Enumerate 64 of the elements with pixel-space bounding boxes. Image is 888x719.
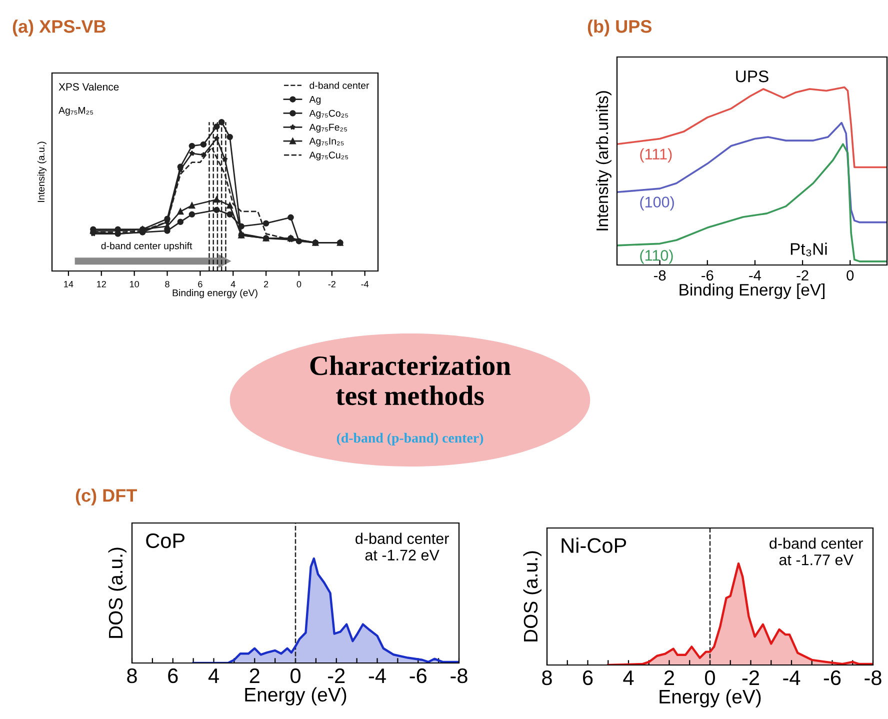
y-axis-title: Intensity (a.u.) bbox=[37, 142, 46, 202]
x-tick-label: -8 bbox=[864, 670, 882, 686]
x-tick-label: -6 bbox=[824, 670, 841, 686]
x-tick-label: 2 bbox=[250, 668, 260, 683]
x-tick-label: -4 bbox=[368, 668, 386, 683]
x-tick-label: 2 bbox=[664, 670, 674, 685]
text: CoP bbox=[146, 533, 185, 548]
chart-title: (a) XPS-VB bbox=[12, 20, 106, 36]
x-tick-label: 0 bbox=[296, 280, 302, 288]
x-tick-label: 6 bbox=[198, 280, 202, 288]
x-tick-label: -2 bbox=[328, 280, 336, 288]
x-tick-label: 10 bbox=[130, 280, 139, 288]
x-axis-title: Binding energy (eV) bbox=[172, 289, 258, 298]
legend-label: Ag₇₅Fe₂₅ bbox=[309, 124, 347, 133]
legend-label: Ag bbox=[309, 96, 321, 105]
text: Ni-CoP bbox=[562, 538, 626, 553]
legend-label: Ag₇₅Co₂₅ bbox=[309, 110, 348, 119]
series-label: (110) bbox=[640, 250, 673, 264]
x-tick-label: -6 bbox=[702, 270, 714, 281]
x-tick-label: -8 bbox=[654, 270, 666, 281]
x-tick-label: -2 bbox=[328, 668, 345, 683]
x-tick-label: -2 bbox=[742, 670, 759, 685]
annotation: d-band center at -1.77 eV bbox=[770, 538, 863, 566]
chart-title: (c) DFT bbox=[76, 488, 137, 506]
x-tick-label: -4 bbox=[783, 670, 800, 685]
x-axis-title: Binding Energy [eV] bbox=[680, 283, 824, 299]
series-label: (111) bbox=[640, 148, 672, 163]
x-tick-label: -4 bbox=[749, 270, 762, 280]
x-tick-label: 4 bbox=[208, 668, 219, 683]
x-tick-label: -8 bbox=[450, 668, 468, 684]
text: UPS bbox=[736, 70, 768, 82]
legend-label: Ag₇₅Cu₂₅ bbox=[309, 152, 348, 160]
annotation: d-band center upshift bbox=[101, 242, 192, 252]
x-tick-label: -6 bbox=[410, 668, 426, 684]
x-tick-label: 12 bbox=[97, 280, 106, 288]
x-tick-label: 8 bbox=[542, 670, 552, 686]
y-axis-title: Intensity (arb.units) bbox=[596, 91, 612, 230]
x-tick-label: 0 bbox=[846, 270, 854, 281]
text: Ag₇₅M₂₅ bbox=[58, 107, 93, 116]
text: XPS Valence bbox=[58, 82, 119, 91]
annotation: Pt₃Ni bbox=[790, 242, 827, 256]
legend-label: d-band center bbox=[310, 82, 370, 89]
x-tick-label: 6 bbox=[168, 668, 178, 684]
legend-label: Ag₇₅In₂₅ bbox=[309, 138, 344, 147]
x-tick-label: 4 bbox=[623, 670, 634, 685]
x-tick-label: 8 bbox=[165, 280, 170, 288]
x-tick-label: 14 bbox=[64, 281, 74, 288]
text: (d-band (p-band) center) bbox=[336, 432, 484, 446]
x-axis-title: Energy (eV) bbox=[245, 687, 346, 706]
x-axis-title: Energy (eV) bbox=[660, 689, 761, 708]
x-tick-label: -2 bbox=[796, 270, 808, 280]
chart-title: (b) UPS bbox=[588, 20, 652, 36]
x-tick-label: -4 bbox=[361, 281, 369, 288]
y-axis-title: DOS (a.u.) bbox=[108, 548, 126, 638]
x-tick-label: 2 bbox=[264, 280, 268, 288]
x-tick-label: 4 bbox=[230, 281, 236, 288]
x-tick-label: 0 bbox=[705, 670, 715, 686]
x-tick-label: 8 bbox=[127, 668, 137, 684]
x-tick-label: 0 bbox=[290, 668, 300, 684]
annotation: d-band center at -1.72 eV bbox=[356, 532, 449, 560]
series-label: (100) bbox=[640, 196, 674, 211]
text: Characterization test methods bbox=[310, 356, 511, 406]
y-axis-title: DOS (a.u.) bbox=[523, 551, 542, 642]
x-tick-label: 6 bbox=[583, 670, 593, 686]
